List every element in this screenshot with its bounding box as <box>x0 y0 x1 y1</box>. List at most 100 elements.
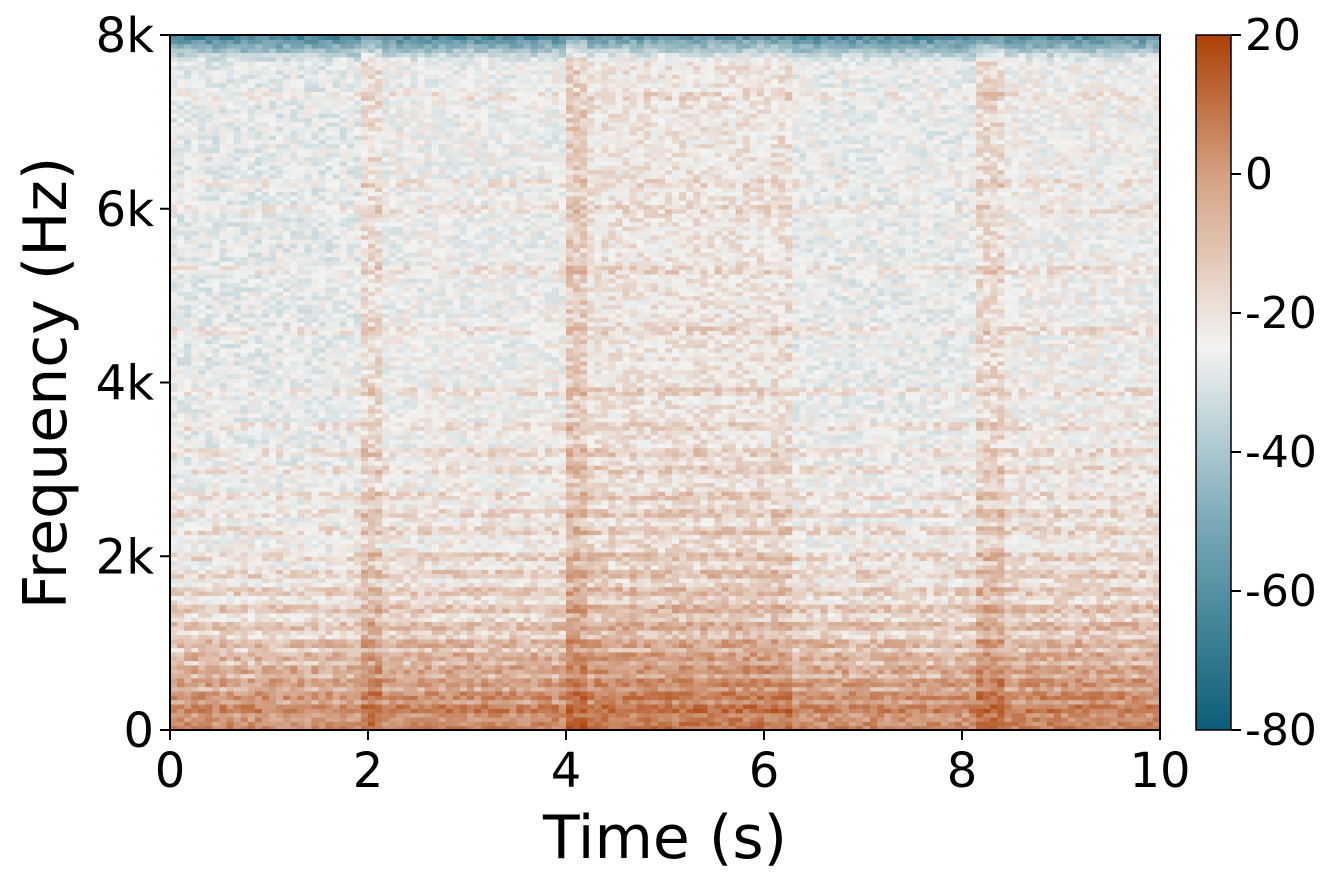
spectrogram-cell <box>353 182 362 188</box>
spectrogram-cell <box>382 417 390 423</box>
spectrogram-cell <box>318 716 327 722</box>
spectrogram-cell <box>177 82 185 88</box>
spectrogram-cell <box>254 447 263 453</box>
spectrogram-cell <box>261 256 270 262</box>
spectrogram-cell <box>339 156 348 162</box>
spectrogram-cell <box>332 65 341 71</box>
spectrogram-cell <box>382 491 390 497</box>
spectrogram-cell <box>247 95 256 101</box>
spectrogram-cell <box>247 39 256 45</box>
spectrogram-cell <box>382 208 390 214</box>
spectrogram-cell <box>247 708 256 714</box>
spectrogram-cell <box>339 269 348 275</box>
spectrogram-cell <box>382 165 390 171</box>
spectrogram-cell <box>283 412 291 418</box>
spectrogram-cell <box>191 404 199 410</box>
spectrogram-cell <box>170 282 178 288</box>
spectrogram-cell <box>360 321 369 327</box>
spectrogram-cell <box>290 269 298 275</box>
spectrogram-cell <box>247 465 256 470</box>
spectrogram-cell <box>297 343 305 349</box>
spectrogram-cell <box>177 638 185 644</box>
spectrogram-cell <box>290 243 298 249</box>
spectrogram-cell <box>212 378 221 384</box>
spectrogram-cell <box>339 425 348 431</box>
spectrogram-cell <box>240 482 249 488</box>
spectrogram-cell <box>353 35 362 40</box>
spectrogram-cell <box>332 82 341 88</box>
spectrogram-cell <box>276 217 284 223</box>
spectrogram-cell <box>311 434 320 440</box>
spectrogram-cell <box>240 630 249 636</box>
spectrogram-cell <box>269 152 277 158</box>
spectrogram-cell <box>261 512 270 518</box>
spectrogram-cell <box>205 191 214 197</box>
spectrogram-cell <box>212 382 221 388</box>
spectrogram-cell <box>304 577 313 583</box>
spectrogram-cell <box>184 386 192 392</box>
spectrogram-cell <box>375 695 383 701</box>
spectrogram-cell <box>382 286 390 292</box>
spectrogram-cell <box>184 317 192 323</box>
spectrogram-cell <box>240 278 249 284</box>
spectrogram-cell <box>226 512 235 518</box>
spectrogram-cell <box>247 556 256 562</box>
spectrogram-cell <box>261 82 270 88</box>
spectrogram-cell <box>219 174 228 179</box>
spectrogram-cell <box>205 373 214 379</box>
spectrogram-cell <box>304 130 313 136</box>
spectrogram-cell <box>184 673 192 679</box>
spectrogram-cell <box>247 486 256 492</box>
spectrogram-cell <box>318 78 327 84</box>
spectrogram-cell <box>318 330 327 336</box>
spectrogram-cell <box>276 91 284 97</box>
spectrogram-cell <box>198 430 206 436</box>
spectrogram-cell <box>240 139 249 145</box>
spectrogram-cell <box>311 165 320 171</box>
spectrogram-cell <box>212 651 221 657</box>
spectrogram-cell <box>318 108 327 114</box>
spectrogram-cell <box>382 499 390 505</box>
spectrogram-cell <box>226 686 235 692</box>
spectrogram-cell <box>304 221 313 227</box>
spectrogram-cell <box>360 126 369 132</box>
spectrogram-cell <box>219 452 228 457</box>
spectrogram-cell <box>346 604 355 609</box>
spectrogram-cell <box>346 617 355 622</box>
spectrogram-cell <box>198 200 206 205</box>
spectrogram-cell <box>240 230 249 236</box>
spectrogram-cell <box>325 226 334 232</box>
spectrogram-cell <box>177 534 185 540</box>
spectrogram-cell <box>304 556 313 562</box>
spectrogram-cell <box>261 117 270 123</box>
spectrogram-cell <box>375 525 383 531</box>
spectrogram-cell <box>177 160 185 166</box>
spectrogram-cell <box>290 621 298 627</box>
spectrogram-cell <box>177 43 185 49</box>
spectrogram-cell <box>325 447 334 453</box>
spectrogram-cell <box>318 295 327 301</box>
spectrogram-cell <box>311 525 320 531</box>
spectrogram-cell <box>212 525 221 531</box>
spectrogram-cell <box>269 521 277 527</box>
spectrogram-cell <box>360 217 369 223</box>
spectrogram-cell <box>219 213 228 219</box>
spectrogram-cell <box>382 139 390 145</box>
spectrogram-cell <box>198 486 206 492</box>
spectrogram-cell <box>247 365 256 371</box>
spectrogram-cell <box>191 43 199 49</box>
spectrogram-cell <box>247 113 256 119</box>
spectrogram-cell <box>261 664 270 670</box>
spectrogram-cell <box>240 87 249 93</box>
spectrogram-cell <box>318 677 327 683</box>
spectrogram-cell <box>346 226 355 232</box>
spectrogram-cell <box>269 156 277 162</box>
spectrogram-cell <box>191 525 199 531</box>
spectrogram-cell <box>297 100 305 106</box>
spectrogram-cell <box>318 299 327 305</box>
spectrogram-cell <box>368 504 376 510</box>
spectrogram-cell <box>170 230 178 236</box>
spectrogram-cell <box>353 647 362 653</box>
spectrogram-cell <box>290 65 298 71</box>
spectrogram-cell <box>283 499 291 505</box>
